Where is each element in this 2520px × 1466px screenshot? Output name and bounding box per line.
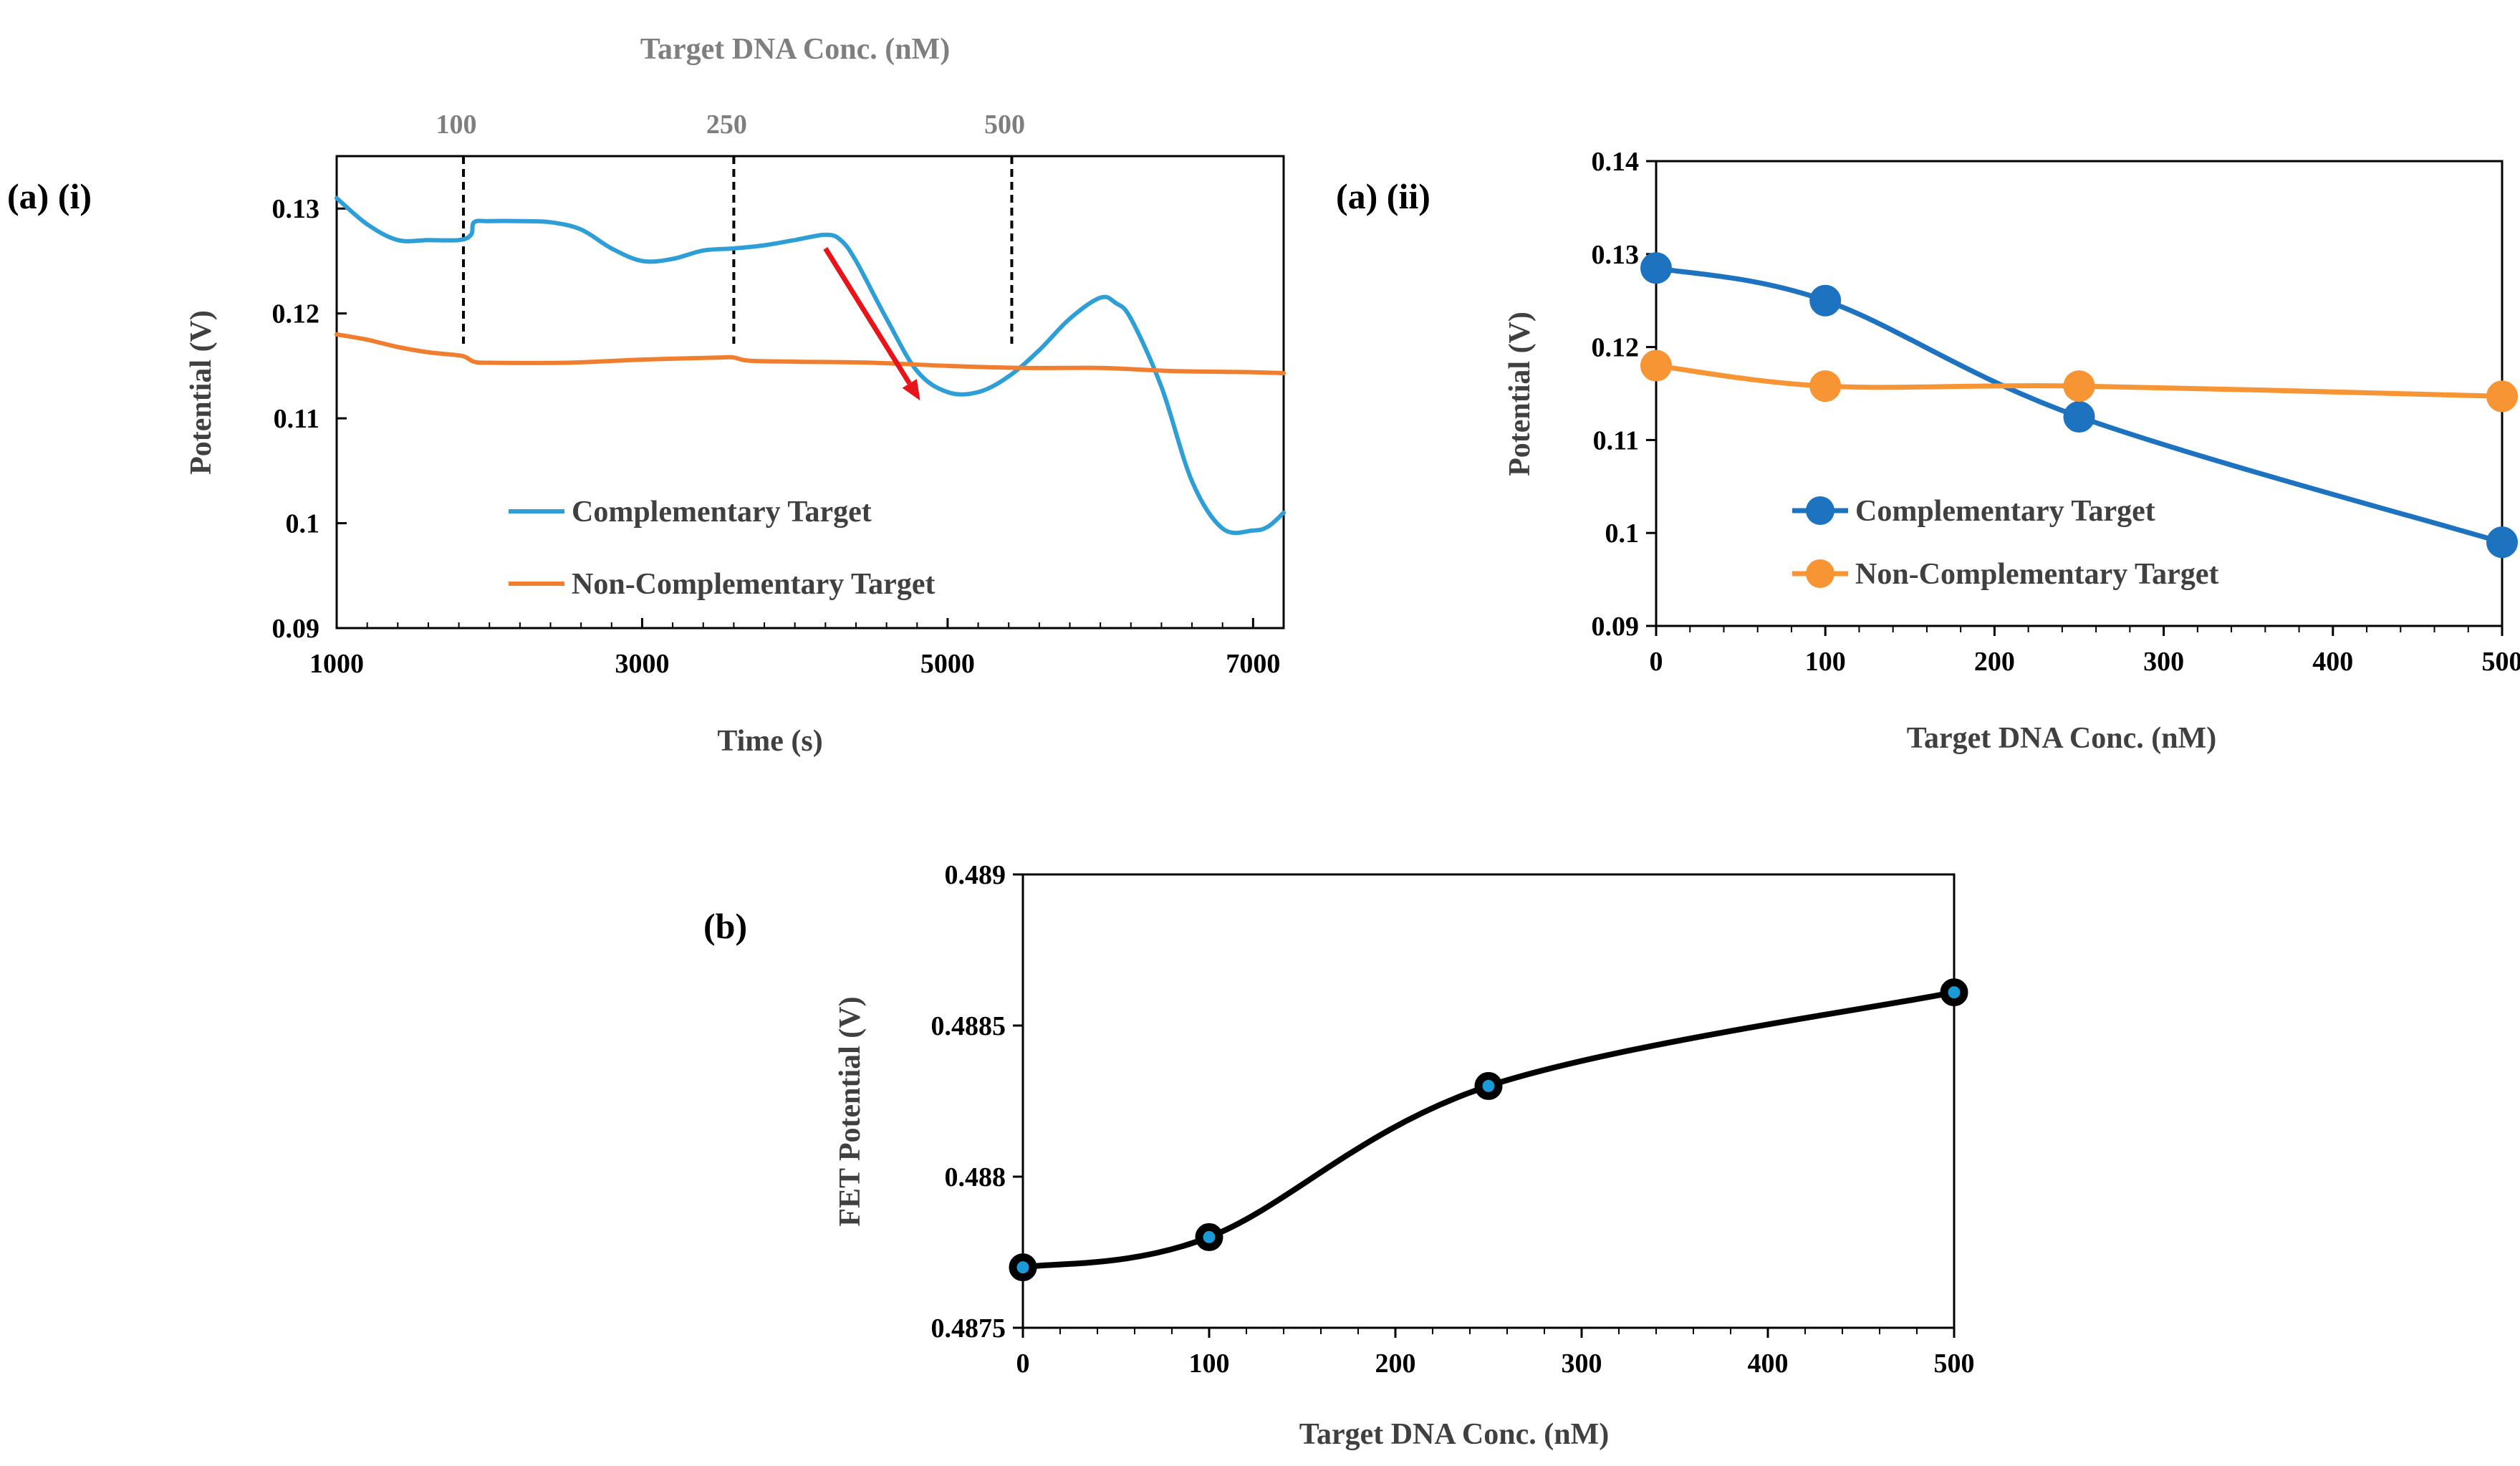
series-line-0 bbox=[1653, 265, 2505, 545]
x-axis-title: Time (s) bbox=[717, 725, 822, 758]
x-tick-label: 300 bbox=[1562, 1349, 1602, 1379]
data-point bbox=[1640, 349, 1672, 382]
x-tick-label: 500 bbox=[2482, 647, 2520, 677]
x-tick-label: 200 bbox=[1375, 1349, 1416, 1379]
series-line-1 bbox=[335, 332, 1286, 376]
plot-frame bbox=[335, 155, 1285, 630]
x-tick-label: 5000 bbox=[920, 649, 975, 679]
y-tick-label: 0.488 bbox=[945, 1162, 1006, 1192]
y-tick-label: 0.489 bbox=[945, 860, 1006, 890]
data-point bbox=[1195, 1223, 1223, 1251]
data-point bbox=[2486, 526, 2518, 559]
y-tick-label: 0.14 bbox=[1592, 147, 1640, 177]
legend-marker bbox=[1806, 559, 1834, 588]
legend-label: Complementary Target bbox=[1855, 495, 2155, 528]
x-tick-label: 100 bbox=[1805, 647, 1846, 677]
data-point bbox=[2063, 370, 2095, 402]
y-axis-title: FET Potential (V) bbox=[834, 996, 867, 1226]
y-tick-label: 0.11 bbox=[1593, 425, 1639, 455]
y-tick-label: 0.12 bbox=[1592, 333, 1640, 363]
x-tick-label: 1000 bbox=[309, 649, 364, 679]
x-tick-label: 500 bbox=[1934, 1349, 1975, 1379]
trend-arrow-shaft bbox=[823, 247, 912, 385]
secondary-axis-label: 250 bbox=[706, 110, 747, 140]
trend-arrow-head bbox=[902, 379, 920, 401]
legend-marker bbox=[1806, 496, 1834, 525]
data-point bbox=[1809, 284, 1842, 317]
data-point bbox=[1809, 370, 1842, 402]
x-axis-ticks: 0 100 200 300 400 500 bbox=[1650, 626, 2520, 677]
x-tick-label: 0 bbox=[1650, 647, 1663, 677]
x-tick-label: 400 bbox=[1748, 1349, 1789, 1379]
series-line-1 bbox=[1653, 363, 2505, 399]
data-point bbox=[1640, 252, 1672, 284]
y-tick-label: 0.13 bbox=[272, 194, 320, 224]
legend-label: Complementary Target bbox=[572, 496, 872, 529]
panel-label: (b) bbox=[703, 906, 747, 946]
x-axis-ticks: 0 100 200 300 400 500 bbox=[1016, 1328, 1975, 1379]
x-axis-title: Target DNA Conc. (nM) bbox=[1907, 722, 2216, 755]
data-point bbox=[1940, 978, 1968, 1007]
legend-label: Non-Complementary Target bbox=[1855, 558, 2218, 591]
x-tick-label: 3000 bbox=[615, 649, 669, 679]
x-tick-label: 400 bbox=[2312, 647, 2353, 677]
x-tick-label: 200 bbox=[1974, 647, 2015, 677]
series-line-0 bbox=[1020, 989, 1957, 1270]
x-axis-title: Target DNA Conc. (nM) bbox=[1299, 1418, 1609, 1451]
x-axis-ticks: 1000 3000 5000 7000 bbox=[309, 618, 1284, 679]
y-tick-label: 0.12 bbox=[272, 299, 320, 329]
y-axis-title: Potential (V) bbox=[1504, 312, 1536, 476]
data-point bbox=[1474, 1071, 1503, 1100]
panel-label: (a) (i) bbox=[7, 176, 92, 216]
secondary-axis-label: 500 bbox=[984, 110, 1025, 140]
y-tick-label: 0.09 bbox=[1592, 612, 1640, 642]
y-tick-label: 0.13 bbox=[1592, 240, 1640, 270]
y-axis-ticks: 0.09 0.1 0.11 0.12 0.13 0.14 bbox=[1592, 147, 1656, 642]
x-tick-label: 100 bbox=[1189, 1349, 1230, 1379]
x-tick-label: 0 bbox=[1016, 1349, 1030, 1379]
data-point bbox=[2063, 400, 2095, 433]
legend-label: Non-Complementary Target bbox=[572, 568, 935, 601]
y-tick-label: 0.11 bbox=[274, 404, 319, 434]
x-tick-label: 7000 bbox=[1226, 649, 1280, 679]
chart-b: (b)0 100 200 300 400 5000.48750.4880.48850.48… bbox=[703, 860, 1975, 1451]
series-line-0 bbox=[335, 196, 1286, 536]
y-tick-label: 0.4885 bbox=[931, 1011, 1006, 1041]
x-tick-label: 300 bbox=[2143, 647, 2184, 677]
panel-label: (a) (ii) bbox=[1336, 176, 1430, 216]
y-axis-ticks: 0.4875 0.488 0.4885 0.489 bbox=[931, 860, 1023, 1344]
y-tick-label: 0.1 bbox=[1605, 519, 1640, 549]
y-axis-ticks: 0.09 0.1 0.11 0.12 0.13 bbox=[272, 194, 347, 644]
chart-a_ii: (a) (ii)0 100 200 300 400 5000.090.10.110.120… bbox=[1336, 147, 2520, 755]
y-tick-label: 0.09 bbox=[272, 614, 320, 644]
plot-frame bbox=[1021, 873, 1956, 1329]
y-axis-title: Potential (V) bbox=[185, 310, 218, 475]
secondary-axis-label: 100 bbox=[436, 110, 476, 140]
chart-a_i: (a) (i)1000 3000 5000 70000.090.10.110.120.… bbox=[7, 33, 1286, 758]
y-tick-label: 0.4875 bbox=[931, 1313, 1006, 1344]
y-tick-label: 0.1 bbox=[286, 509, 320, 539]
secondary-axis-title: Target DNA Conc. (nM) bbox=[640, 33, 950, 66]
data-point bbox=[1009, 1253, 1037, 1282]
data-point bbox=[2486, 380, 2518, 413]
